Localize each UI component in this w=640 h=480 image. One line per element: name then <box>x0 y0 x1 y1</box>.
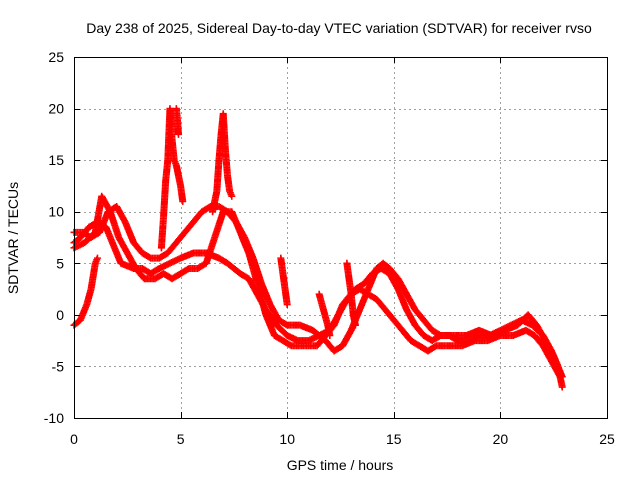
series-track-9 <box>315 290 334 339</box>
data-point <box>228 192 236 200</box>
axis-ticks: 0 5 10 15 20 25 -10 -5 0 5 10 15 20 25 <box>44 49 615 447</box>
data-point <box>258 285 266 293</box>
series-track-2 <box>70 218 566 391</box>
series-track-8 <box>277 254 291 309</box>
series-track-4 <box>70 192 564 381</box>
plot-frame <box>74 57 608 419</box>
chart-title: Day 238 of 2025, Sidereal Day-to-day VTE… <box>86 20 592 36</box>
x-tick-label: 0 <box>70 431 78 447</box>
data-point <box>351 321 359 329</box>
data-point <box>283 301 291 309</box>
y-tick-label: -10 <box>44 410 64 426</box>
y-tick-label: 5 <box>56 255 64 271</box>
x-axis-label: GPS time / hours <box>287 457 394 473</box>
series-track-3 <box>70 203 566 381</box>
series-track-5 <box>157 105 187 252</box>
series-track-7 <box>172 105 182 138</box>
data-marks <box>70 105 566 391</box>
y-tick-label: 0 <box>56 307 64 323</box>
x-tick-label: 25 <box>599 431 615 447</box>
y-tick-label: -5 <box>52 358 65 374</box>
x-tick-label: 15 <box>386 431 402 447</box>
data-point <box>556 373 564 381</box>
x-tick-label: 20 <box>493 431 509 447</box>
data-point <box>174 130 182 138</box>
series-track-1 <box>70 254 101 329</box>
series-track-6 <box>209 110 236 216</box>
y-tick-label: 15 <box>48 152 64 168</box>
grid <box>74 57 607 418</box>
data-point <box>558 383 566 391</box>
series-track-11 <box>238 234 266 293</box>
data-point <box>326 331 334 339</box>
series-track-10 <box>343 259 359 329</box>
y-tick-label: 10 <box>48 204 64 220</box>
x-tick-label: 10 <box>279 431 295 447</box>
y-axis-label: SDTVAR / TECUs <box>5 182 21 294</box>
data-point <box>179 197 187 205</box>
x-tick-label: 5 <box>177 431 185 447</box>
y-tick-label: 25 <box>48 49 64 65</box>
y-tick-label: 20 <box>48 101 64 117</box>
data-point <box>93 254 101 262</box>
